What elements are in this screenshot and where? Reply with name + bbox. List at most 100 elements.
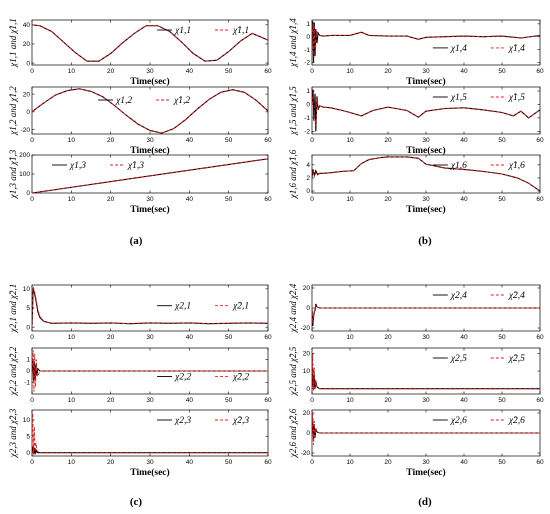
x-tick-label: 60: [536, 459, 544, 466]
legend-label: χ̂1,4: [508, 43, 525, 54]
x-axis-label: Time(sec): [406, 76, 445, 87]
x-tick-label: 30: [422, 137, 430, 144]
x-tick-label: 60: [536, 334, 544, 341]
y-tick-label: -1: [304, 47, 310, 54]
y-tick-label: 40: [23, 22, 31, 29]
x-tick-label: 30: [422, 334, 430, 341]
x-tick-label: 0: [30, 397, 34, 404]
x-tick-label: 10: [346, 397, 354, 404]
x-tick-label: 50: [498, 334, 506, 341]
subplot-5: 0 10 20 30 40 50 60 -2 -1 0 1 χ1,5 χ̂1,5 χ1,5 and χ̂1…: [288, 86, 544, 156]
legend: χ1,6 χ̂1,6: [432, 160, 525, 171]
series-line-actual: [312, 303, 540, 327]
y-axis-label: χ2,1 and χ̂2,1: [8, 284, 18, 333]
series-line-actual: [312, 367, 540, 391]
y-tick-label: 5: [26, 305, 30, 312]
x-tick-label: 40: [460, 196, 468, 203]
x-tick-label: 60: [536, 68, 544, 75]
x-tick-label: 10: [68, 459, 76, 466]
y-tick-label: 0: [306, 188, 310, 195]
y-tick-label: 0: [306, 430, 310, 437]
x-tick-label: 10: [346, 68, 354, 75]
x-tick-label: 0: [310, 397, 314, 404]
legend: χ2,3 χ̂2,3: [157, 415, 249, 426]
x-tick-label: 50: [225, 137, 233, 144]
series-line-estimate: [312, 23, 540, 58]
series-line-estimate: [312, 412, 540, 446]
legend: χ2,4 χ̂2,4: [432, 290, 525, 301]
y-tick-label: -20: [301, 450, 311, 457]
x-tick-label: 10: [346, 459, 354, 466]
subplot-3: 0 10 20 30 40 50 60 0 100 200 χ1,3 χ̂1,3 χ1,3 and χ̂…: [8, 149, 272, 215]
y-tick-label: 20: [303, 410, 311, 417]
series-line-estimate: [32, 286, 268, 328]
x-tick-label: 20: [107, 397, 115, 404]
x-tick-label: 40: [186, 397, 194, 404]
x-tick-label: 50: [225, 397, 233, 404]
y-tick-label: -20: [21, 127, 31, 134]
legend-label: χ2,6: [450, 416, 467, 426]
y-tick-label: 1: [306, 21, 310, 28]
legend-label: χ̂2,2: [232, 372, 249, 383]
x-tick-label: 60: [264, 68, 272, 75]
series-line-estimate: [32, 24, 268, 62]
legend-label: χ̂1,2: [173, 95, 190, 106]
x-tick-label: 60: [264, 334, 272, 341]
x-tick-label: 40: [186, 68, 194, 75]
x-tick-label: 60: [264, 397, 272, 404]
y-axis-label: χ2,3 and χ̂2,3: [8, 408, 18, 458]
x-tick-label: 30: [422, 68, 430, 75]
series-line-actual: [312, 156, 540, 192]
panel-caption: (b): [418, 235, 432, 247]
x-tick-label: 10: [346, 196, 354, 203]
x-tick-label: 50: [498, 397, 506, 404]
y-axis-label: χ1,1 and χ̂1,1: [8, 18, 18, 67]
subplot-8: 0 10 20 30 40 50 60 -1 0 1 χ2,2 χ̂2,2 χ2,2 and χ̂2,2: [8, 346, 272, 404]
subplot-9: 0 10 20 30 40 50 60 0 5 10 χ2,3 χ̂2,3 χ2,3 and χ̂2,3…: [8, 408, 272, 478]
series-line-actual: [312, 418, 540, 442]
legend-label: χ1,4: [450, 44, 467, 54]
subplot-7: 0 10 20 30 40 50 60 0 5 10 χ2,1 χ̂2,1 χ2,1 and χ̂2,1: [8, 284, 272, 341]
x-tick-label: 50: [498, 196, 506, 203]
subplot-1: 0 10 20 30 40 50 60 0 20 40 χ1,1 χ̂1,1 χ1,1 and χ̂1,…: [8, 18, 272, 87]
x-tick-label: 20: [107, 196, 115, 203]
y-axis-label: χ2,2 and χ̂2,2: [8, 346, 18, 396]
x-tick-label: 30: [422, 459, 430, 466]
legend-label: χ̂2,5: [508, 353, 525, 364]
series-line-estimate: [312, 353, 540, 391]
legend: χ2,1 χ̂2,1: [157, 301, 249, 312]
x-axis-label: Time(sec): [406, 204, 445, 215]
x-tick-label: 20: [384, 137, 392, 144]
series-line-estimate: [32, 350, 268, 392]
y-axis-label: χ1,5 and χ̂1,5: [288, 86, 298, 136]
subplot-4: 0 10 20 30 40 50 60 -2 -1 0 1 χ1,4 χ̂1,4 χ1,4 and χ̂1…: [288, 18, 544, 87]
y-tick-label: 0: [26, 60, 30, 67]
series-line-actual: [312, 89, 540, 132]
x-tick-label: 60: [264, 196, 272, 203]
x-tick-label: 60: [264, 137, 272, 144]
x-tick-label: 30: [146, 196, 154, 203]
x-tick-label: 60: [536, 137, 544, 144]
axes-box: [31, 154, 269, 194]
y-tick-label: -2: [304, 129, 310, 136]
x-tick-label: 0: [30, 334, 34, 341]
x-tick-label: 40: [186, 137, 194, 144]
x-axis-label: Time(sec): [406, 145, 445, 156]
y-tick-label: 0: [26, 324, 30, 331]
x-tick-label: 50: [225, 334, 233, 341]
x-tick-label: 10: [68, 196, 76, 203]
legend-label: χ̂1,1: [232, 25, 249, 36]
series-line-estimate: [312, 303, 540, 324]
legend-label: χ1,3: [69, 161, 86, 171]
y-axis-label: χ2,5 and χ̂2,5: [288, 346, 298, 396]
y-tick-label: 0: [26, 450, 30, 457]
y-tick-label: 0: [306, 386, 310, 393]
series-line-actual: [312, 21, 540, 63]
series-line-estimate: [32, 88, 268, 134]
y-tick-label: 10: [23, 286, 31, 293]
x-tick-label: 50: [225, 459, 233, 466]
x-tick-label: 20: [384, 459, 392, 466]
x-axis-label: Time(sec): [130, 467, 169, 478]
y-tick-label: 0: [306, 34, 310, 41]
subplot-11: 0 10 20 30 40 50 60 0 10 20 χ2,5 χ̂2,5 χ2,5 and χ̂2,…: [288, 346, 544, 404]
